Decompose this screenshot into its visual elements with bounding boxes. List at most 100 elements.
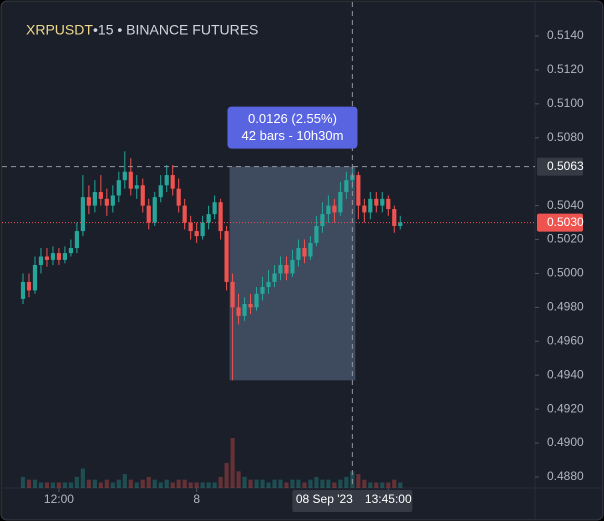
volume-bar <box>50 482 56 488</box>
candle-body <box>326 205 331 215</box>
candle-body <box>104 198 109 206</box>
volume-bar <box>176 479 181 488</box>
candle-body <box>182 205 187 223</box>
candle-body <box>194 231 199 237</box>
candle-body <box>398 222 403 226</box>
candle-body <box>224 231 229 282</box>
volume-bar <box>338 479 343 488</box>
candle-body <box>308 242 313 257</box>
volume-bar <box>80 468 85 488</box>
candle-body <box>392 209 397 226</box>
candle-body <box>62 253 68 260</box>
candle-body <box>278 264 283 274</box>
volume-bar <box>146 476 151 488</box>
candle-body <box>146 205 151 223</box>
candle-body <box>20 281 26 299</box>
last-price-label: 0.5030 <box>547 215 584 229</box>
candle-body <box>290 259 295 274</box>
candle-body <box>344 180 349 193</box>
candle-body <box>356 175 361 206</box>
volume-bar <box>284 482 289 488</box>
volume-bar <box>38 482 44 488</box>
volume-bar <box>92 479 97 488</box>
candle-body <box>206 214 211 223</box>
volume-bar <box>218 476 223 488</box>
candle-body <box>236 307 241 316</box>
volume-bar <box>68 482 73 488</box>
volume-bar <box>332 482 337 488</box>
volume-bar <box>56 482 62 488</box>
volume-bar <box>374 482 379 488</box>
volume-bar <box>200 482 205 488</box>
volume-bar <box>116 479 121 488</box>
candle-body <box>50 253 56 260</box>
volume-bar <box>32 479 38 488</box>
y-tick-label: 0.5120 <box>547 62 584 76</box>
x-tick-label: 8 <box>193 492 200 506</box>
y-tick-label: 0.4960 <box>547 333 584 347</box>
y-tick-label: 0.4900 <box>547 435 584 449</box>
candle-body <box>80 197 85 232</box>
candle-body <box>74 231 79 249</box>
candle-body <box>152 197 157 223</box>
candle-body <box>338 192 343 213</box>
candle-body <box>56 253 62 260</box>
y-tick-label: 0.4940 <box>547 367 584 381</box>
candle-body <box>284 264 289 274</box>
crosshair-time-tag <box>292 490 413 512</box>
volume-bar <box>296 479 301 488</box>
volume-bar <box>392 479 397 488</box>
symbol-info: •15 • BINANCE FUTURES <box>93 22 258 38</box>
y-tick-label: 0.5000 <box>547 266 584 280</box>
volume-bar <box>326 479 331 488</box>
candle-body <box>368 198 373 213</box>
candle-body <box>158 185 163 198</box>
volume-bar <box>362 479 367 488</box>
volume-bar <box>134 482 139 488</box>
candle-body <box>164 175 169 186</box>
y-tick-label: 0.4880 <box>547 469 584 483</box>
measure-change: 0.0126 (2.55%) <box>248 111 337 126</box>
volume-bar <box>260 479 265 488</box>
volume-bar <box>98 482 103 488</box>
candle-body <box>374 198 379 206</box>
candle-body <box>38 256 44 265</box>
candle-body <box>68 248 73 254</box>
volume-bar <box>158 482 163 488</box>
volume-bar <box>152 479 157 488</box>
volume-bar <box>398 482 403 488</box>
y-tick-label: 0.5140 <box>547 28 584 42</box>
volume-bar <box>170 482 175 488</box>
y-tick-label: 0.5100 <box>547 96 584 110</box>
x-tick-label: 12:00 <box>44 492 74 506</box>
y-tick-label: 0.4920 <box>547 401 584 415</box>
candle-body <box>386 198 391 210</box>
volume-bar <box>86 479 91 488</box>
volume-bar <box>248 479 253 488</box>
volume-bar <box>308 479 313 488</box>
candle-body <box>140 185 145 206</box>
candle-body <box>26 281 32 291</box>
candle-body <box>242 303 247 316</box>
volume-bar <box>368 482 373 488</box>
candle-body <box>362 205 367 213</box>
volume-bar <box>290 479 295 488</box>
volume-bar <box>44 482 50 488</box>
candle-body <box>134 185 139 189</box>
candle-body <box>272 273 277 282</box>
volume-bar <box>302 482 307 488</box>
candle-body <box>248 303 253 308</box>
candle-body <box>332 205 337 213</box>
candle-body <box>212 202 217 215</box>
y-tick-label: 0.5020 <box>547 232 584 246</box>
candle-body <box>122 171 127 181</box>
volume-bar <box>314 476 319 488</box>
candle-body <box>32 264 38 291</box>
candle-body <box>320 214 325 226</box>
crosshair-price-tag <box>537 157 583 176</box>
candle-body <box>86 197 91 206</box>
volume-bar <box>224 463 229 488</box>
